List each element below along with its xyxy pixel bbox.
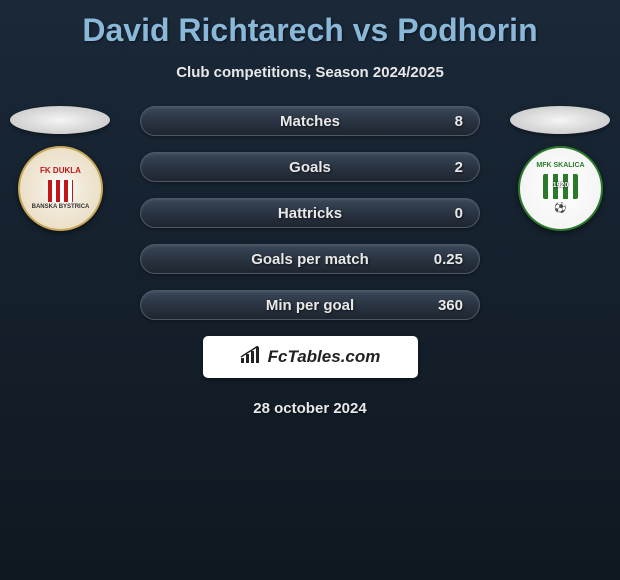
badge-right-text-top: MFK SKALICA <box>536 162 584 170</box>
stat-bar-goals: Goals 2 <box>140 152 480 182</box>
player-left-side: FK DUKLA BANSKA BYSTRICA <box>10 106 110 231</box>
badge-right-pattern: 1920 <box>543 174 578 199</box>
player-right-avatar <box>510 106 610 134</box>
stat-label: Goals per match <box>251 251 369 268</box>
chart-icon <box>240 346 262 369</box>
stat-bar-hattricks: Hattricks 0 <box>140 198 480 228</box>
page-title: David Richtarech vs Podhorin <box>0 0 620 49</box>
badge-left-text-bottom: BANSKA BYSTRICA <box>32 204 90 211</box>
team-badge-right: MFK SKALICA 1920 ⚽ <box>518 146 603 231</box>
stat-label: Matches <box>280 113 340 130</box>
stat-bar-matches: Matches 8 <box>140 106 480 136</box>
stat-value-right: 0 <box>455 205 463 222</box>
date-text: 28 october 2024 <box>0 400 620 417</box>
team-badge-left: FK DUKLA BANSKA BYSTRICA <box>18 146 103 231</box>
stat-bar-goals-per-match: Goals per match 0.25 <box>140 244 480 274</box>
content-area: FK DUKLA BANSKA BYSTRICA MFK SKALICA 192… <box>0 106 620 417</box>
player-left-avatar <box>10 106 110 134</box>
stat-label: Goals <box>289 159 331 176</box>
badge-left-text-top: FK DUKLA <box>40 166 81 176</box>
branding-box: FcTables.com <box>203 336 418 378</box>
subtitle: Club competitions, Season 2024/2025 <box>0 64 620 81</box>
stat-label: Min per goal <box>266 297 354 314</box>
stat-value-right: 2 <box>455 159 463 176</box>
stat-value-right: 360 <box>438 297 463 314</box>
player-right-side: MFK SKALICA 1920 ⚽ <box>510 106 610 231</box>
stat-bar-min-per-goal: Min per goal 360 <box>140 290 480 320</box>
stats-container: Matches 8 Goals 2 Hattricks 0 Goals per … <box>140 106 480 320</box>
badge-left-stripes <box>48 180 73 202</box>
soccer-ball-icon: ⚽ <box>554 203 566 215</box>
branding-text: FcTables.com <box>268 347 381 367</box>
stat-label: Hattricks <box>278 205 342 222</box>
stat-value-right: 0.25 <box>434 251 463 268</box>
badge-right-year: 1920 <box>553 182 569 190</box>
stat-value-right: 8 <box>455 113 463 130</box>
